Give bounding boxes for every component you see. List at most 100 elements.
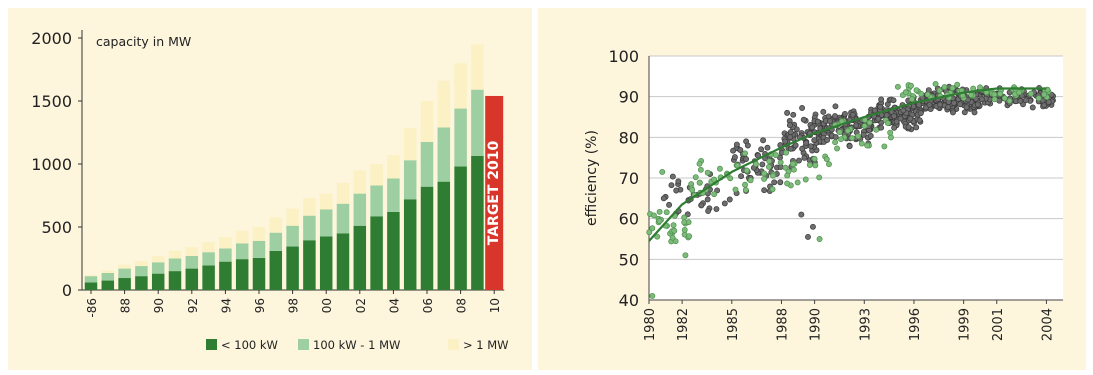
scatter-point-green	[770, 172, 776, 179]
scatter-point-dark	[668, 182, 675, 189]
bar-segment	[252, 240, 266, 258]
scatter-point-green	[697, 166, 704, 173]
scatter-point-dark	[827, 118, 833, 125]
bar-segment	[135, 266, 148, 277]
scatter-point-green	[716, 165, 723, 172]
bar-segment	[84, 276, 98, 283]
bar-segment	[135, 276, 148, 290]
scatter-point-dark	[913, 124, 920, 131]
scatter-point-dark	[760, 137, 767, 144]
x-tick-label: 2004	[1040, 308, 1055, 341]
x-tick-label: 08	[455, 298, 469, 313]
scatter-point-dark	[805, 234, 811, 240]
bar-segment	[353, 225, 367, 290]
scatter-point-green	[784, 172, 791, 179]
scatter-point-dark	[743, 156, 750, 162]
scatter-point-dark	[905, 124, 912, 131]
scatter-point-dark	[705, 208, 712, 215]
scatter-point-dark	[820, 108, 827, 115]
scatter-point-dark	[891, 113, 897, 120]
bar-segment	[420, 141, 434, 187]
bar-segment	[235, 243, 249, 260]
x-tick-label: 1988	[775, 308, 790, 341]
bar-segment	[319, 236, 333, 290]
x-tick-label: 00	[320, 298, 334, 313]
scatter-point-green	[711, 191, 718, 198]
scatter-point-dark	[963, 104, 970, 111]
scatter-point-dark	[860, 131, 867, 138]
scatter-point-dark	[978, 96, 985, 103]
scatter-point-dark	[891, 124, 898, 131]
scatter-point-green	[902, 89, 909, 96]
scatter-point-dark	[849, 111, 856, 118]
scatter-point-green	[811, 155, 818, 162]
bar-segment	[471, 89, 484, 156]
scatter-point-dark	[917, 110, 924, 117]
scatter-point-dark	[878, 96, 885, 103]
scatter-point-green	[777, 159, 784, 166]
scatter-point-green	[681, 227, 688, 233]
scatter-point-dark	[883, 112, 890, 119]
scatter-point-green	[696, 160, 703, 167]
scatter-point-dark	[796, 157, 802, 164]
scatter-point-green	[864, 142, 871, 149]
scatter-point-dark	[799, 145, 806, 152]
scatter-point-green	[769, 186, 776, 193]
bar-segment	[403, 128, 417, 161]
bar-segment	[185, 247, 199, 256]
scatter-point-dark	[714, 187, 721, 194]
scatter-point-green	[949, 85, 956, 92]
scatter-point-dark	[867, 132, 874, 139]
scatter-point-dark	[890, 97, 897, 104]
scatter-point-dark	[764, 144, 771, 151]
bar-segment	[319, 193, 333, 210]
bar-segment	[185, 255, 199, 269]
scatter-point-dark	[809, 124, 816, 131]
scatter-point-dark	[809, 223, 816, 230]
scatter-point-green	[765, 164, 772, 170]
bar-segment	[437, 80, 451, 128]
bar-segment	[303, 215, 316, 241]
bar-segment	[370, 216, 383, 290]
bar-segment	[269, 250, 283, 290]
x-tick-label: 1993	[858, 308, 873, 341]
scatter-point-green	[894, 83, 901, 90]
bar-segment	[454, 166, 467, 290]
scatter-point-green	[932, 80, 939, 87]
scatter-point-dark	[811, 137, 818, 144]
scatter-point-dark	[877, 103, 884, 110]
scatter-point-dark	[1029, 104, 1036, 111]
legend-label: 100 kW - 1 MW	[313, 338, 400, 352]
bar-segment	[454, 108, 467, 167]
scatter-point-dark	[737, 147, 744, 153]
bar-segment	[269, 232, 283, 251]
scatter-point-green	[1001, 95, 1008, 102]
scatter-point-green	[782, 164, 789, 171]
bar-segment	[235, 230, 249, 244]
scatter-point-dark	[814, 118, 821, 125]
bar-segment	[252, 227, 266, 241]
scatter-point-dark	[974, 101, 981, 108]
bar-segment	[403, 199, 417, 290]
y-tick-label: 60	[619, 210, 639, 229]
scatter-point-dark	[897, 115, 904, 122]
annotation-title: capacity in MW	[96, 34, 191, 49]
legend-label: > 1 MW	[463, 338, 509, 352]
scatter-point-green	[991, 96, 998, 103]
scatter-point-dark	[841, 110, 848, 117]
scatter-point-green	[834, 145, 841, 152]
scatter-point-green	[646, 229, 653, 236]
scatter-point-dark	[832, 113, 838, 120]
scatter-point-dark	[660, 195, 667, 202]
bar-segment	[151, 273, 165, 290]
scatter-point-dark	[971, 109, 978, 116]
scatter-point-green	[742, 187, 749, 193]
scatter-point-green	[681, 219, 688, 226]
x-tick-label: 88	[119, 298, 133, 313]
scatter-point-dark	[1022, 97, 1029, 104]
x-tick-label: 1982	[676, 308, 691, 341]
scatter-point-dark	[846, 143, 853, 150]
scatter-point-green	[761, 170, 768, 177]
bar-segment	[168, 258, 182, 272]
